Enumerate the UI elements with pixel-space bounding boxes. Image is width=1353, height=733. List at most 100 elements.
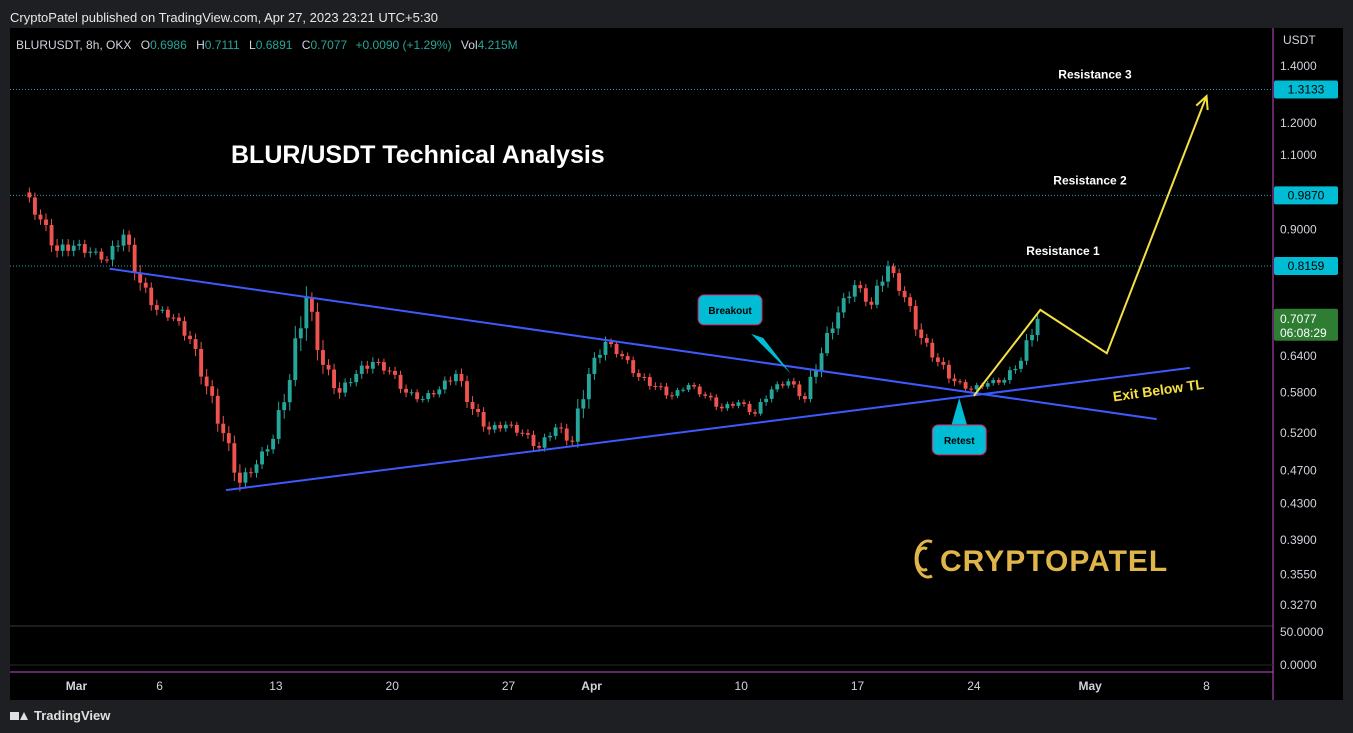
breakout-pointer xyxy=(751,333,792,374)
candle xyxy=(465,375,469,408)
candle xyxy=(27,187,32,203)
time-tick-label: 13 xyxy=(269,679,283,693)
candlestick-chart[interactable]: Resistance 3 Resistance 2 Resistance 1 Bre… xyxy=(10,28,1343,700)
candle xyxy=(891,263,896,278)
candle xyxy=(786,378,791,389)
axis-unit: USDT xyxy=(1283,33,1316,47)
legend-h-value: 0.7111 xyxy=(205,38,240,52)
candle xyxy=(38,209,43,225)
candle xyxy=(82,239,87,258)
candle xyxy=(298,316,303,352)
watermark-text: CRYPTOPATEL xyxy=(940,545,1168,578)
candle-body xyxy=(1019,360,1023,369)
time-axis[interactable]: Mar 6 13 20 27 Apr 10 17 24 May 8 xyxy=(66,679,1210,693)
candle-body xyxy=(570,440,575,442)
candle xyxy=(365,360,370,374)
candle-body xyxy=(642,376,647,378)
candle-body xyxy=(808,376,813,400)
candle xyxy=(852,279,857,303)
candle xyxy=(132,237,137,281)
candle xyxy=(863,283,868,307)
candle-body xyxy=(841,298,846,313)
chart-area[interactable]: Resistance 3 Resistance 2 Resistance 1 Bre… xyxy=(10,28,1343,700)
candle-body xyxy=(1007,370,1012,381)
price-tick-label: 0.5200 xyxy=(1280,426,1317,440)
retest-badge[interactable] xyxy=(931,424,987,456)
candle xyxy=(359,360,364,379)
candle-body xyxy=(952,378,957,382)
candle xyxy=(869,297,874,310)
trendline-descending[interactable] xyxy=(109,267,1157,421)
candle-body xyxy=(465,381,469,403)
candle-body xyxy=(1035,318,1040,336)
candle xyxy=(542,433,547,452)
candle xyxy=(753,409,757,417)
tradingview-logo[interactable]: TradingView xyxy=(10,708,110,723)
candle xyxy=(526,429,530,439)
candle-body xyxy=(581,399,586,409)
candle xyxy=(586,367,591,409)
candle-body xyxy=(941,361,946,365)
candle-body xyxy=(775,384,780,390)
candle xyxy=(149,282,154,311)
price-tick-label: 0.4700 xyxy=(1280,464,1317,478)
time-tick-label: 17 xyxy=(851,679,865,693)
projection-path[interactable] xyxy=(973,95,1208,397)
candle-body xyxy=(481,411,486,427)
candle-body xyxy=(138,272,143,283)
trendline-ascending[interactable] xyxy=(225,366,1191,492)
candle-body xyxy=(110,246,115,260)
candle xyxy=(825,326,830,357)
candle xyxy=(681,387,685,393)
candle xyxy=(237,464,242,492)
time-tick-label: 20 xyxy=(386,679,400,693)
breakout-badge[interactable] xyxy=(697,294,763,326)
candle-body xyxy=(836,312,841,329)
candle-body xyxy=(531,434,536,447)
candle xyxy=(742,399,746,407)
time-tick-label: Mar xyxy=(66,679,88,693)
candle xyxy=(802,392,807,403)
price-axis[interactable]: USDT 1.3133 0.9870 0.8159 1.4000 1.2000 1.100… xyxy=(1274,33,1338,612)
candle-body xyxy=(237,472,242,483)
candle xyxy=(321,339,325,374)
candle-body xyxy=(598,354,602,358)
candle-body xyxy=(575,408,580,442)
candle xyxy=(764,395,769,406)
candle xyxy=(913,300,918,336)
candle-body xyxy=(852,285,857,297)
candle-body xyxy=(520,432,525,434)
candle xyxy=(1013,365,1018,374)
chart-title: BLUR/USDT Technical Analysis xyxy=(231,141,605,169)
candle-body xyxy=(226,433,231,444)
price-tick-label: 1.1000 xyxy=(1280,148,1317,162)
candle-body xyxy=(177,317,181,322)
resistance-label: Resistance 3 xyxy=(1058,67,1132,81)
candle xyxy=(1024,333,1029,365)
candle-body xyxy=(537,446,541,448)
candle xyxy=(919,323,924,345)
candle xyxy=(470,396,475,416)
candle-body xyxy=(105,259,109,261)
candle-body xyxy=(553,427,558,436)
candle-body xyxy=(381,362,386,371)
candle-body xyxy=(343,382,348,393)
price-tick-label: 0.9000 xyxy=(1280,223,1317,237)
candle xyxy=(1035,312,1040,342)
candle xyxy=(337,382,342,399)
publish-info: CryptoPatel published on TradingView.com… xyxy=(10,10,438,25)
candle-body xyxy=(271,438,276,450)
candle-body xyxy=(337,388,342,393)
candle xyxy=(775,381,780,393)
last-price-badge xyxy=(1274,308,1338,341)
candle xyxy=(154,299,159,316)
candle xyxy=(177,313,181,326)
price-tick-label: 0.6400 xyxy=(1280,349,1317,363)
candle xyxy=(404,384,409,398)
candle xyxy=(165,306,170,322)
candle-body xyxy=(476,408,481,412)
candle xyxy=(985,380,990,390)
candle-body xyxy=(924,338,929,343)
candle-body xyxy=(132,244,137,273)
candle-body xyxy=(797,384,802,397)
